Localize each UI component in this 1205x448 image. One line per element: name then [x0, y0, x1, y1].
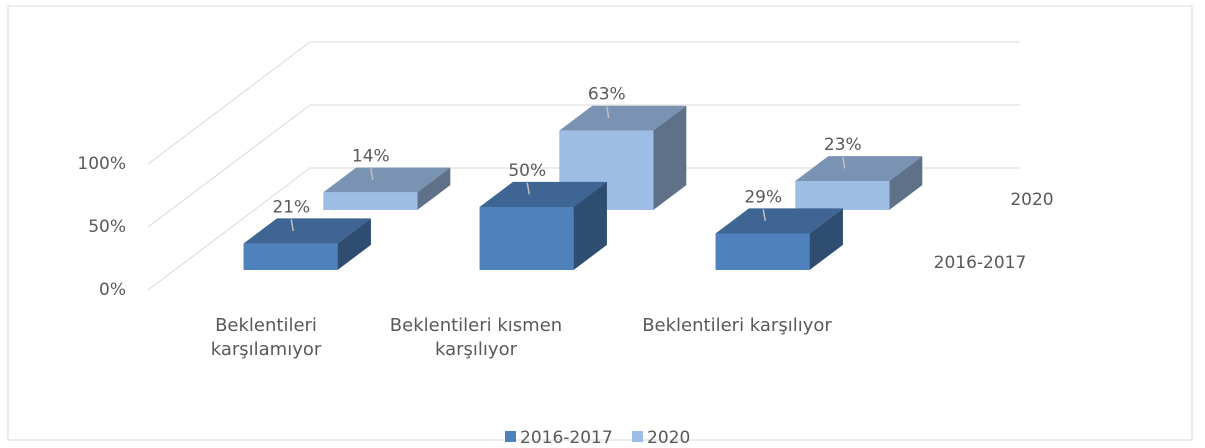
legend-swatch [632, 431, 643, 442]
label-leader [290, 219, 294, 232]
x-tick-label: Beklentileri karşılamıyor [210, 315, 322, 360]
bar-top [795, 156, 923, 181]
legend-swatch [505, 431, 516, 442]
bar-top [559, 105, 687, 131]
bar-top [323, 167, 451, 193]
bar-side [417, 167, 451, 210]
label-leader [842, 156, 846, 169]
bar [479, 206, 574, 270]
label-leader [370, 168, 374, 181]
bar [715, 233, 810, 270]
y-tick-label: 0% [99, 280, 126, 300]
data-label: 14% [352, 146, 390, 166]
legend-label: 2020 [647, 428, 690, 448]
chart-border [7, 5, 1193, 441]
bar-top [715, 208, 843, 234]
data-label: 50% [508, 161, 546, 181]
legend-label: 2016-2017 [520, 428, 613, 448]
label-leader [606, 106, 610, 119]
bar-side [337, 218, 371, 270]
label-leader [762, 209, 766, 222]
bar [243, 243, 338, 270]
bar [323, 192, 418, 210]
grid-line [147, 167, 1020, 291]
bar-side [573, 181, 607, 270]
data-label: 21% [272, 197, 310, 217]
bar-top [243, 218, 371, 244]
data-label: 63% [588, 85, 626, 105]
grid-line [147, 41, 1020, 165]
depth-axis-label: 2020 [1010, 190, 1053, 210]
y-tick-label: 100% [77, 154, 126, 174]
data-label: 29% [744, 187, 782, 207]
data-label: 23% [824, 135, 862, 155]
depth-axis-label: 2016-2017 [934, 253, 1027, 273]
bar-side [889, 156, 923, 210]
x-tick-label: Beklentileri kısmen karşılıyor [389, 315, 563, 360]
x-tick-label: Beklentileri karşılıyor [642, 315, 832, 336]
grid-line [147, 104, 1020, 228]
bar-side [809, 208, 843, 270]
label-leader [526, 182, 530, 195]
bar-top [479, 181, 607, 207]
bar-side [653, 105, 687, 210]
y-tick-label: 50% [88, 217, 126, 237]
bar [795, 180, 890, 210]
